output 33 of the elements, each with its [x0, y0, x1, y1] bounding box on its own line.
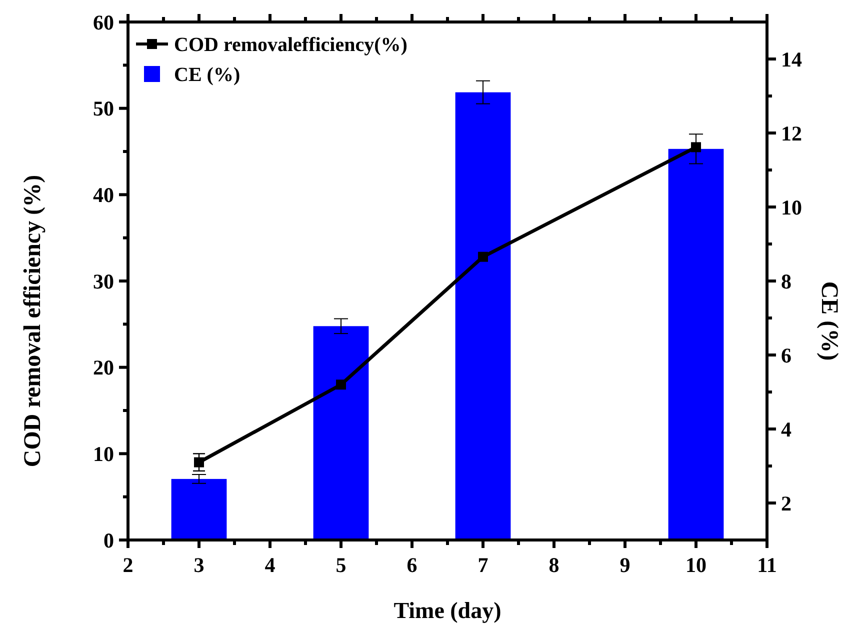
point [336, 380, 346, 390]
y-tick-label: 0 [104, 528, 114, 552]
y2-axis-title: CE (%) [816, 281, 842, 361]
y-tick-label: 30 [93, 269, 114, 294]
y2-tick-label: 8 [781, 269, 792, 294]
y-tick-label: 20 [93, 356, 114, 380]
y-axis-title: COD removal efficiency (%) [20, 174, 46, 468]
x-tick-label: 6 [406, 553, 418, 577]
y2-tick-label: 4 [781, 417, 792, 442]
legend-label: COD removalefficiency(%) [174, 34, 408, 56]
point [478, 252, 488, 262]
y2-tick-label: 10 [781, 195, 802, 220]
x-tick-label: 3 [194, 553, 204, 577]
y2-tick-label: 2 [781, 491, 792, 516]
y-tick-label: 60 [93, 10, 114, 34]
x-tick-label: 8 [548, 553, 560, 577]
y-tick-label: 40 [93, 183, 114, 208]
y2-tick-label: 14 [781, 47, 802, 72]
x-tick-label: 9 [620, 553, 630, 577]
y2-tick-label: 12 [781, 121, 802, 146]
x-tick-label: 2 [122, 553, 134, 577]
point [194, 457, 204, 468]
x-axis-title: Time (day) [394, 598, 502, 623]
x-tick-label: 5 [336, 553, 346, 577]
x-tick-label: 7 [478, 553, 488, 577]
y-tick-label: 10 [93, 442, 114, 466]
x-tick-label: 4 [264, 553, 276, 577]
y2-tick-label: 6 [781, 343, 792, 368]
x-tick-label: 10 [686, 553, 706, 577]
point [691, 142, 701, 152]
x-tick-label: 11 [757, 553, 777, 577]
legend-label: CE (%) [174, 64, 240, 86]
y-tick-label: 50 [93, 96, 114, 121]
